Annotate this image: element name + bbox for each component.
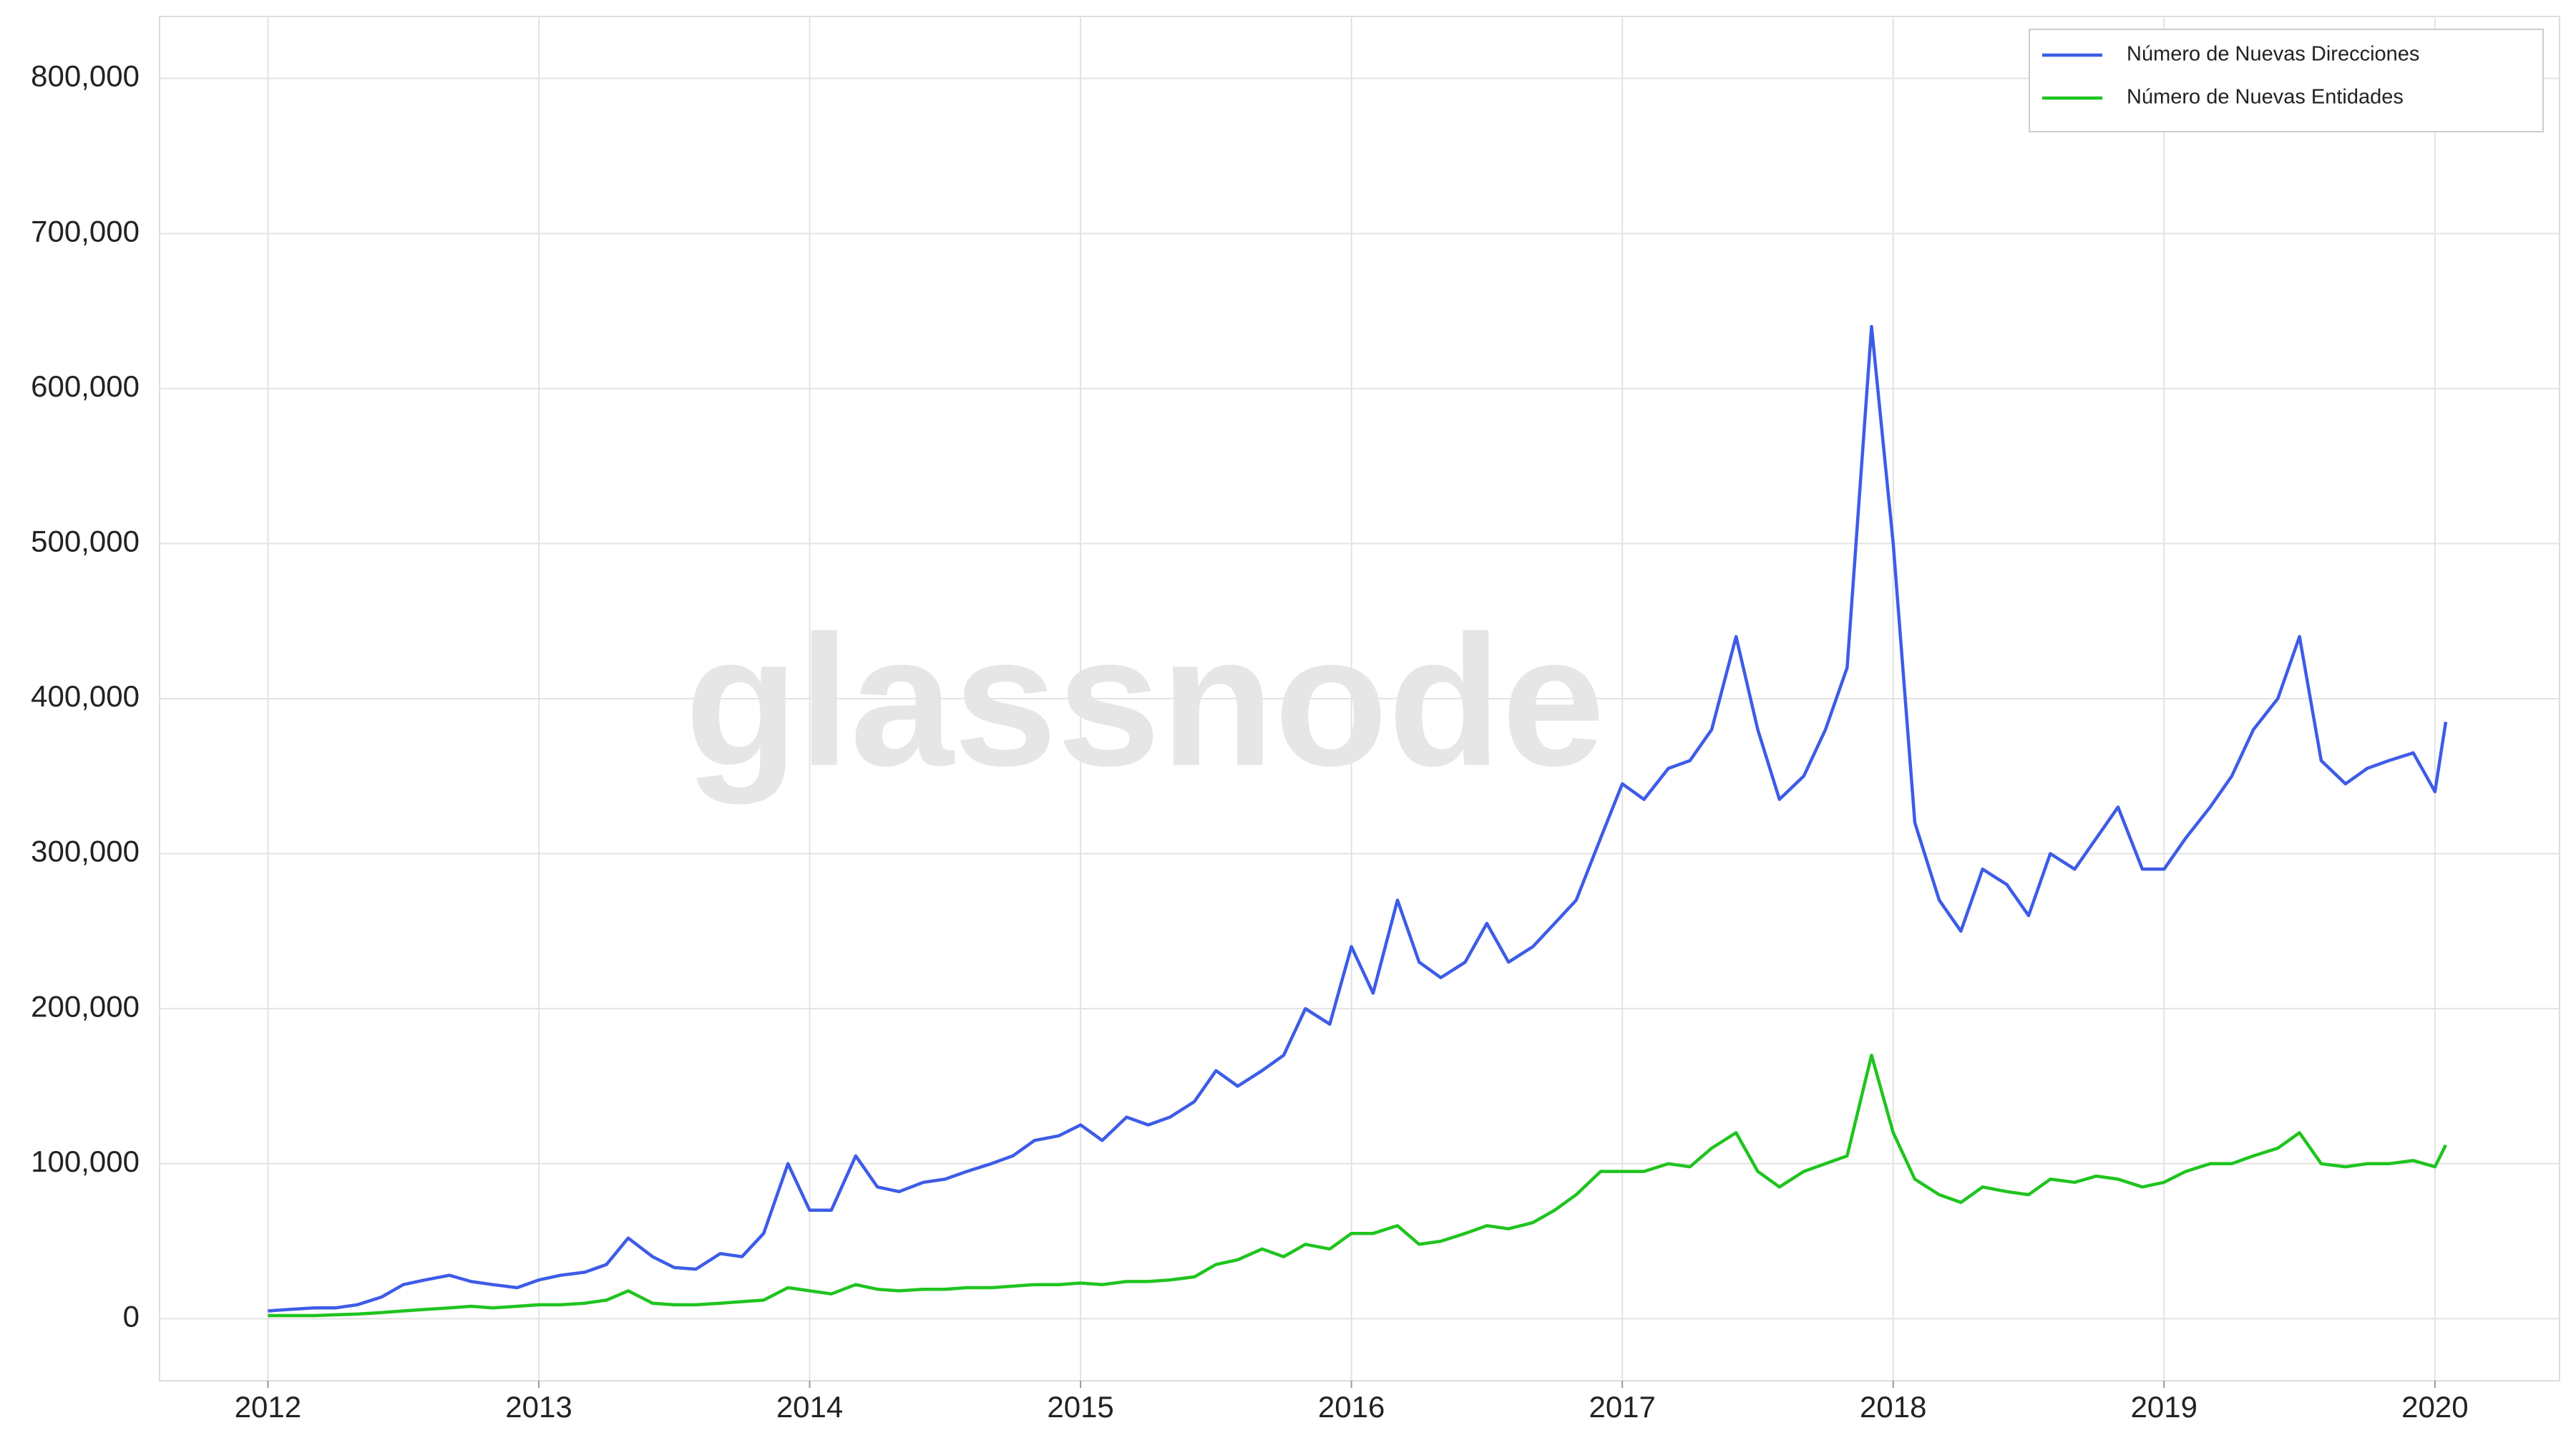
legend-box [2029, 29, 2544, 132]
y-tick-label: 400,000 [31, 679, 140, 713]
x-tick-label: 2019 [2131, 1390, 2197, 1424]
series-line [268, 1053, 2448, 1318]
x-tick-label: 2018 [1860, 1390, 1926, 1424]
y-tick-label: 100,000 [31, 1145, 140, 1178]
legend-label: Número de Nuevas Direcciones [2127, 43, 2419, 66]
y-tick-label: 500,000 [31, 525, 140, 558]
x-tick-label: 2020 [2401, 1390, 2468, 1424]
x-tick-label: 2015 [1047, 1390, 1113, 1424]
y-tick-label: 600,000 [31, 369, 140, 403]
y-tick-label: 800,000 [31, 59, 140, 93]
x-tick-label: 2014 [776, 1390, 843, 1424]
series-line [268, 324, 2448, 1313]
x-tick-label: 2016 [1318, 1390, 1385, 1424]
y-tick-label: 700,000 [31, 214, 140, 248]
watermark: glassnode [685, 598, 1605, 806]
x-tick-label: 2012 [235, 1390, 301, 1424]
y-tick-label: 300,000 [31, 835, 140, 868]
x-tick-label: 2017 [1589, 1390, 1655, 1424]
y-tick-label: 200,000 [31, 989, 140, 1023]
y-tick-label: 0 [123, 1299, 140, 1333]
legend: Número de Nuevas Direcciones Número de Nu… [2029, 29, 2544, 132]
legend-label: Número de Nuevas Entidades [2127, 86, 2404, 109]
x-tick-label: 2013 [505, 1390, 572, 1424]
